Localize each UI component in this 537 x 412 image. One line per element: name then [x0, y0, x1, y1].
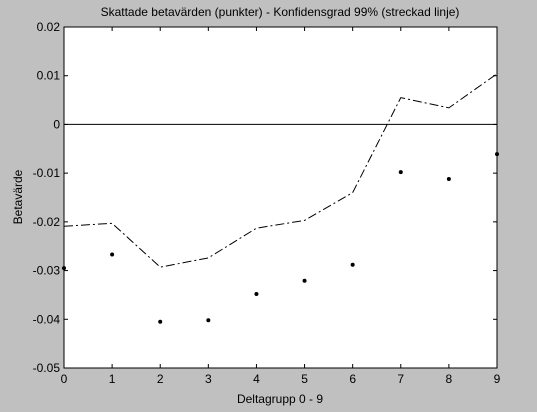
chart-title: Skattade betavärden (punkter) - Konfiden… — [101, 5, 460, 19]
x-tick-label: 1 — [109, 372, 116, 386]
axes-background — [64, 27, 497, 368]
beta-point — [446, 176, 451, 181]
y-tick-label: 0.01 — [37, 69, 61, 83]
series-layer — [62, 73, 499, 324]
x-tick-label: 6 — [349, 372, 356, 386]
x-tick-label: 2 — [157, 372, 164, 386]
beta-point — [254, 291, 259, 296]
beta-point — [398, 170, 403, 175]
x-tick-label: 5 — [301, 372, 308, 386]
y-tick-label: -0.04 — [33, 312, 61, 326]
x-tick-label: 0 — [61, 372, 68, 386]
beta-point — [206, 318, 211, 323]
y-tick-label: 0.02 — [37, 20, 61, 34]
beta-point — [350, 262, 355, 267]
x-tick-label: 3 — [205, 372, 212, 386]
y-axis-label: Betavärde — [11, 169, 25, 224]
x-tick-label: 8 — [446, 372, 453, 386]
beta-point — [110, 252, 115, 257]
x-tick-label: 4 — [253, 372, 260, 386]
x-axis-label: Deltagrupp 0 - 9 — [237, 392, 323, 406]
y-tick-label: 0 — [53, 117, 60, 131]
x-tick-label: 7 — [397, 372, 404, 386]
y-tick-label: -0.03 — [33, 264, 61, 278]
confidence-line — [63, 73, 498, 268]
axes-frame — [63, 26, 498, 369]
beta-point — [158, 319, 163, 324]
x-tick-label: 9 — [494, 372, 501, 386]
y-tick-label: -0.02 — [33, 215, 61, 229]
y-tick-label: -0.01 — [33, 166, 61, 180]
beta-point — [302, 278, 307, 283]
y-tick-label: -0.05 — [33, 361, 61, 375]
